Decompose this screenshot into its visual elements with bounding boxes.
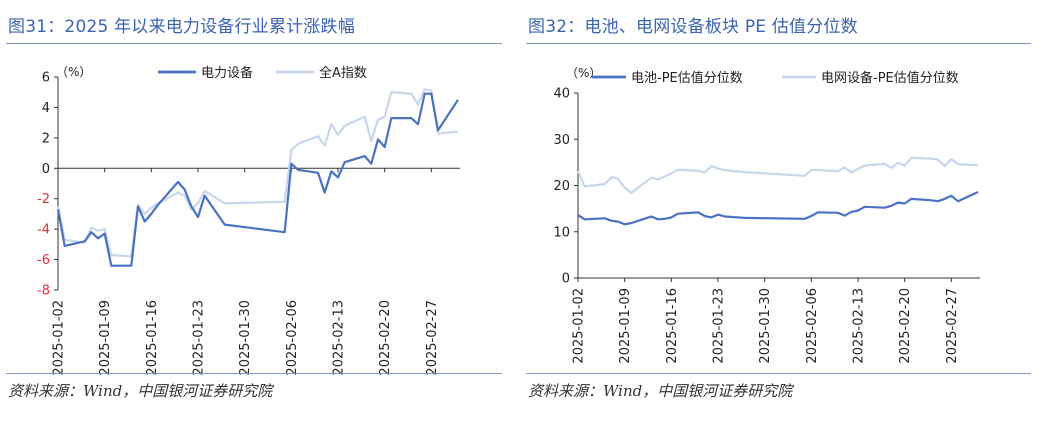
x-tick-label: 2025-02-06 — [805, 288, 820, 364]
series-line-2 — [56, 88, 459, 258]
y-tick-label: -8 — [37, 284, 50, 299]
legend-label-2: 电网设备-PE估值分位数 — [821, 70, 959, 86]
x-tick-label: 2025-01-02 — [572, 288, 587, 364]
x-tick-label: 2025-02-27 — [425, 300, 440, 376]
source-divider — [526, 373, 1031, 374]
figure-title: 图31：2025 年以来电力设备行业累计涨跌幅 — [8, 17, 355, 37]
y-tick-label: -2 — [37, 192, 50, 207]
x-tick-label: 2025-01-02 — [52, 300, 67, 376]
source-divider — [6, 373, 502, 374]
title-divider — [6, 43, 502, 44]
y-tick-label: 0 — [562, 272, 570, 287]
chart-panel-left: 图31：2025 年以来电力设备行业累计涨跌幅 6 4 2 0 -2 -4 -6 -8 （%） 2… — [0, 0, 502, 422]
y-tick-label: 6 — [42, 71, 50, 86]
x-tick-label: 2025-02-13 — [852, 288, 867, 364]
x-tick-label: 2025-01-23 — [712, 288, 727, 364]
chart-panel-right: 图32：电池、电网设备板块 PE 估值分位数 40 30 20 10 0 （%） 2025-… — [520, 0, 1037, 422]
y-tick-label: 0 — [42, 162, 50, 177]
x-tick-label: 2025-01-09 — [618, 288, 633, 364]
y-tick-label: 4 — [42, 101, 50, 116]
y-tick-label: -4 — [37, 223, 50, 238]
x-tick-label: 2025-01-09 — [98, 300, 113, 376]
x-tick-label: 2025-01-30 — [758, 288, 773, 364]
series-line-1 — [56, 92, 459, 267]
chart-cumulative-return: 6 4 2 0 -2 -4 -6 -8 （%） 2025-01-02 2025-01-09 2025-… — [37, 65, 460, 376]
legend-label-2: 全A指数 — [319, 65, 367, 81]
x-tick-label: 2025-01-16 — [665, 288, 680, 364]
series-line-2 — [576, 156, 979, 194]
x-tick-label: 2025-01-16 — [145, 300, 160, 376]
x-tick-label: 2025-02-06 — [285, 300, 300, 376]
y-tick-label: 20 — [553, 179, 570, 194]
x-tick-label: 2025-01-23 — [192, 300, 207, 376]
y-tick-label: 30 — [553, 133, 570, 148]
y-tick-label: 40 — [553, 87, 570, 102]
legend-label-1: 电力设备 — [201, 65, 253, 81]
series-line-1 — [577, 191, 979, 226]
y-unit-label: （%） — [56, 65, 91, 79]
x-tick-label: 2025-02-20 — [898, 288, 913, 364]
title-divider — [526, 43, 1031, 44]
x-tick-label: 2025-02-27 — [945, 288, 960, 364]
source-note: 资料来源：Wind，中国银河证券研究院 — [528, 382, 793, 400]
x-tick-label: 2025-01-30 — [238, 300, 253, 376]
source-note: 资料来源：Wind，中国银河证券研究院 — [8, 382, 273, 400]
y-tick-label: -6 — [37, 253, 50, 268]
x-tick-label: 2025-02-20 — [378, 300, 393, 376]
y-tick-label: 10 — [553, 225, 570, 240]
legend-label-1: 电池-PE估值分位数 — [631, 70, 743, 86]
figure-title: 图32：电池、电网设备板块 PE 估值分位数 — [528, 17, 858, 37]
y-tick-label: 2 — [42, 131, 50, 146]
x-tick-label: 2025-02-13 — [332, 300, 347, 376]
